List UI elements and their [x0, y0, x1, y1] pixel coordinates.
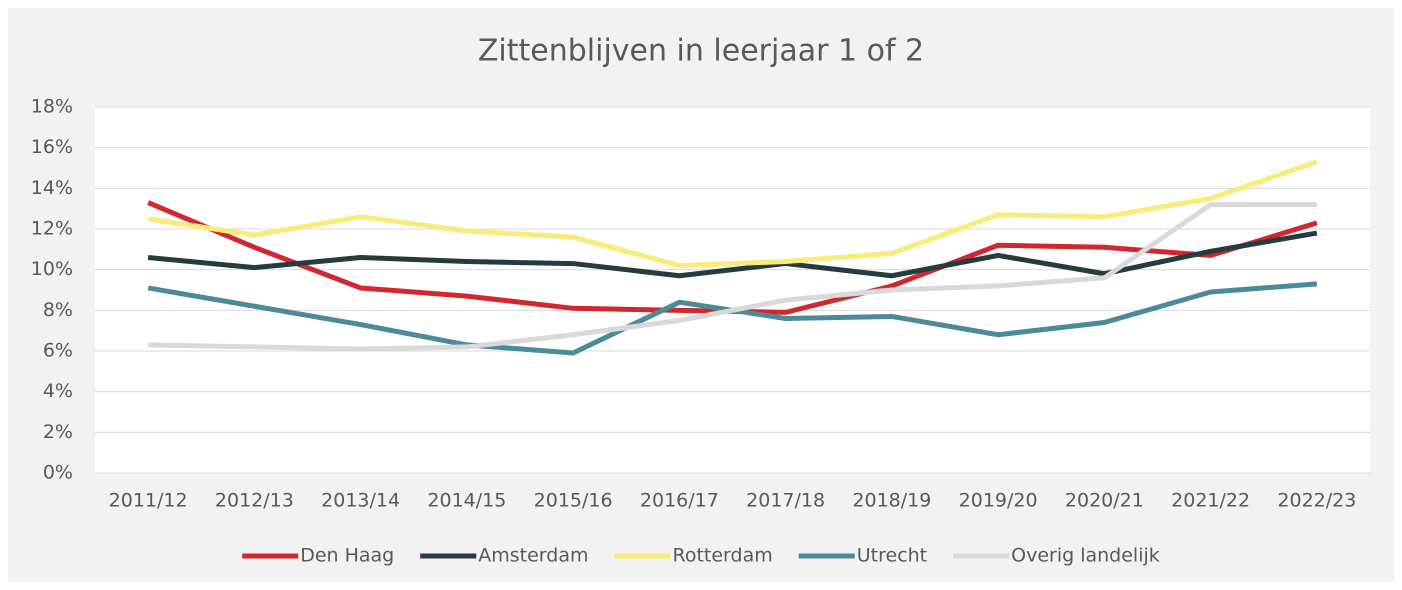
legend-label: Den Haag [300, 545, 394, 567]
plot-area [95, 107, 1370, 473]
y-tick-label: 18% [31, 96, 73, 118]
legend-label: Amsterdam [478, 545, 588, 567]
series-line [147, 159, 1318, 269]
x-tick-label: 2012/13 [215, 490, 294, 512]
x-tick-label: 2021/22 [1171, 490, 1250, 512]
x-tick-label: 2016/17 [640, 490, 719, 512]
y-tick-label: 4% [43, 380, 73, 402]
series-line [148, 202, 1317, 352]
chart-title: Zittenblijven in leerjaar 1 of 2 [478, 34, 924, 69]
y-tick-label: 6% [43, 340, 73, 362]
x-tick-label: 2011/12 [109, 490, 188, 512]
x-tick-label: 2017/18 [746, 490, 825, 512]
x-tick-label: 2013/14 [321, 490, 400, 512]
legend-label: Overig landelijk [1011, 545, 1160, 567]
y-tick-label: 0% [43, 462, 73, 484]
x-tick-label: 2020/21 [1065, 490, 1144, 512]
legend-item: Rotterdam [614, 545, 773, 567]
x-tick-label: 2015/16 [534, 490, 613, 512]
series-line [147, 230, 1318, 279]
legend-item: Overig landelijk [953, 545, 1160, 567]
legend-item: Utrecht [798, 545, 927, 567]
legend-label: Utrecht [857, 545, 927, 567]
y-tick-label: 12% [31, 218, 73, 240]
y-tick-label: 16% [31, 136, 73, 158]
x-tick-label: 2018/19 [852, 490, 931, 512]
y-tick-label: 14% [31, 177, 73, 199]
legend-item: Den Haag [242, 545, 394, 567]
x-tick-label: 2022/23 [1277, 490, 1356, 512]
legend-item: Amsterdam [420, 545, 588, 567]
y-tick-label: 10% [31, 258, 73, 280]
y-tick-label: 2% [43, 421, 73, 443]
x-tick-label: 2019/20 [959, 490, 1038, 512]
legend-label: Rotterdam [672, 545, 772, 567]
x-tick-label: 2014/15 [427, 490, 506, 512]
y-tick-label: 8% [43, 299, 73, 321]
